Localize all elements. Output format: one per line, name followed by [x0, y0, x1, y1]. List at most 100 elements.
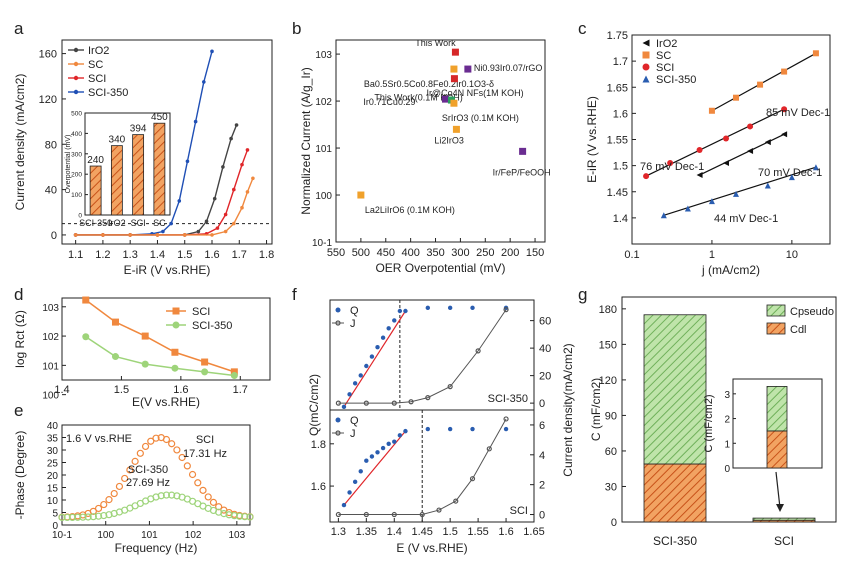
J-data-point	[391, 511, 397, 518]
Q-data-point	[470, 426, 475, 432]
legend-label-IrO2: IrO2	[88, 45, 109, 57]
data-point-SCI-350	[684, 205, 691, 212]
right-y-tick-label: 40	[539, 343, 551, 355]
data-point-SCI-350	[58, 513, 66, 522]
point-label: Ir/FeP/FeOOH	[493, 167, 551, 177]
inset-y-tick-label: 300	[71, 151, 82, 158]
y-tick-label: 1.45	[607, 187, 628, 199]
data-point-SCI	[747, 123, 754, 130]
data-point	[450, 75, 458, 83]
data-point-SC	[812, 50, 819, 57]
inset-y-tick-label: 3	[724, 390, 730, 401]
legend-marker-SCI	[642, 63, 650, 71]
J-data-point	[475, 348, 481, 354]
data-point	[450, 99, 458, 107]
data-point-SCI-350	[230, 372, 238, 380]
data-point-SCI-350	[111, 353, 119, 361]
data-point-SCI-350	[202, 80, 206, 84]
panel-f-bottom-frame	[329, 409, 535, 523]
data-point-SCI-350	[788, 174, 795, 181]
right-y-tick-label: 20	[539, 371, 551, 383]
data-point-SCI	[204, 493, 212, 501]
y-tick-label: 1.5	[613, 161, 628, 173]
Q-data-point	[470, 305, 475, 311]
data-point	[441, 95, 449, 103]
legend-label-SC: SC	[88, 59, 103, 71]
data-point-SCI	[781, 106, 788, 113]
x-tick-label: 1.55	[467, 526, 488, 538]
y-tick-label: 20	[47, 471, 59, 482]
Q-data-point	[347, 392, 352, 397]
data-point-SCI-350	[201, 368, 209, 376]
data-point-SC	[240, 205, 244, 210]
Q-data-point	[341, 502, 347, 508]
zoom-arrow	[775, 471, 781, 509]
right-y-tick-label: 2	[539, 480, 545, 492]
Q-data-point	[397, 308, 403, 314]
left-y-tick-label: 1.8	[311, 439, 326, 451]
point-label: Ni0.93Ir0.07/rGO	[474, 63, 543, 73]
data-point-IrO2	[212, 196, 217, 201]
data-point-SCI-350	[235, 512, 244, 520]
data-point-SCI-350	[141, 360, 149, 368]
data-point-SCI	[667, 160, 674, 167]
data-point-SC	[251, 176, 255, 181]
legend-marker-Q	[335, 417, 341, 423]
y-tick-label: 1.65	[607, 82, 628, 94]
x-tick-label: 1.5	[114, 384, 129, 396]
panel-d-frame	[61, 297, 271, 381]
data-point-SCI	[141, 332, 149, 340]
Q-data-point	[341, 404, 347, 410]
J-data-point	[436, 507, 442, 513]
Q-data-point	[503, 426, 509, 432]
x-tick-label: 1.7	[232, 249, 247, 261]
slope-annotation: 76 mV Dec-1	[640, 161, 704, 173]
zoom-arrow-head	[776, 504, 784, 512]
y-tick-label: 100	[42, 391, 59, 402]
legend-label-SCI-350: SCI-350	[88, 87, 128, 99]
x-tick-label: 1.45	[412, 526, 433, 538]
y-tick-label: 1.7	[613, 56, 628, 68]
Q-data-point	[386, 326, 391, 331]
category-label: SCI	[774, 534, 794, 548]
y-tick-label: 103	[315, 50, 332, 61]
data-point-SCI-350	[764, 182, 771, 189]
data-point-SC	[73, 233, 78, 237]
data-point-SCI	[110, 489, 118, 498]
y-tick-label: 25	[47, 459, 59, 470]
data-point-SCI	[100, 500, 108, 509]
data-point-SC	[128, 233, 132, 237]
legend-label-Q: Q	[350, 305, 359, 317]
y-tick-label: 120	[599, 375, 617, 387]
J-data-point	[447, 384, 453, 390]
inset-y-tick-label: 100	[71, 192, 82, 199]
data-point-SCI	[82, 296, 90, 304]
J-data-point	[363, 511, 369, 518]
inset-bar-value: 450	[151, 112, 168, 123]
inset-y-tick-label: 2	[724, 415, 730, 426]
inset-category-label: SC	[153, 218, 166, 228]
y-tick-label: 30	[605, 481, 617, 493]
data-point-SCI-350	[79, 513, 87, 521]
Q-data-point	[447, 305, 453, 311]
point-label: Ir@Co4N NFs(1M KOH)	[426, 88, 523, 98]
data-point-SCI	[131, 457, 139, 465]
data-point-SCI	[141, 442, 150, 451]
data-point-IrO2	[747, 147, 754, 154]
plot-title: 1.6 V vs.RHE	[66, 433, 132, 445]
legend-label-Cdl: Cdl	[790, 324, 807, 336]
legend-marker-SCI	[172, 307, 180, 315]
panel-label-b: b	[292, 19, 301, 38]
y-tick-label: 10	[47, 496, 59, 507]
x-tick-label: 1.2	[95, 249, 110, 261]
x-tick-label: 1.3	[123, 249, 138, 261]
Q-data-point	[364, 363, 369, 369]
category-label: SCI-350	[653, 534, 697, 548]
inset-category-label: SCI-350	[79, 218, 112, 228]
data-point-SC	[223, 229, 228, 234]
data-point-SC	[757, 81, 764, 88]
right-y-tick-label: 0	[539, 398, 545, 410]
Q-data-point	[364, 458, 369, 463]
legend-marker-SCI-350	[642, 75, 650, 83]
